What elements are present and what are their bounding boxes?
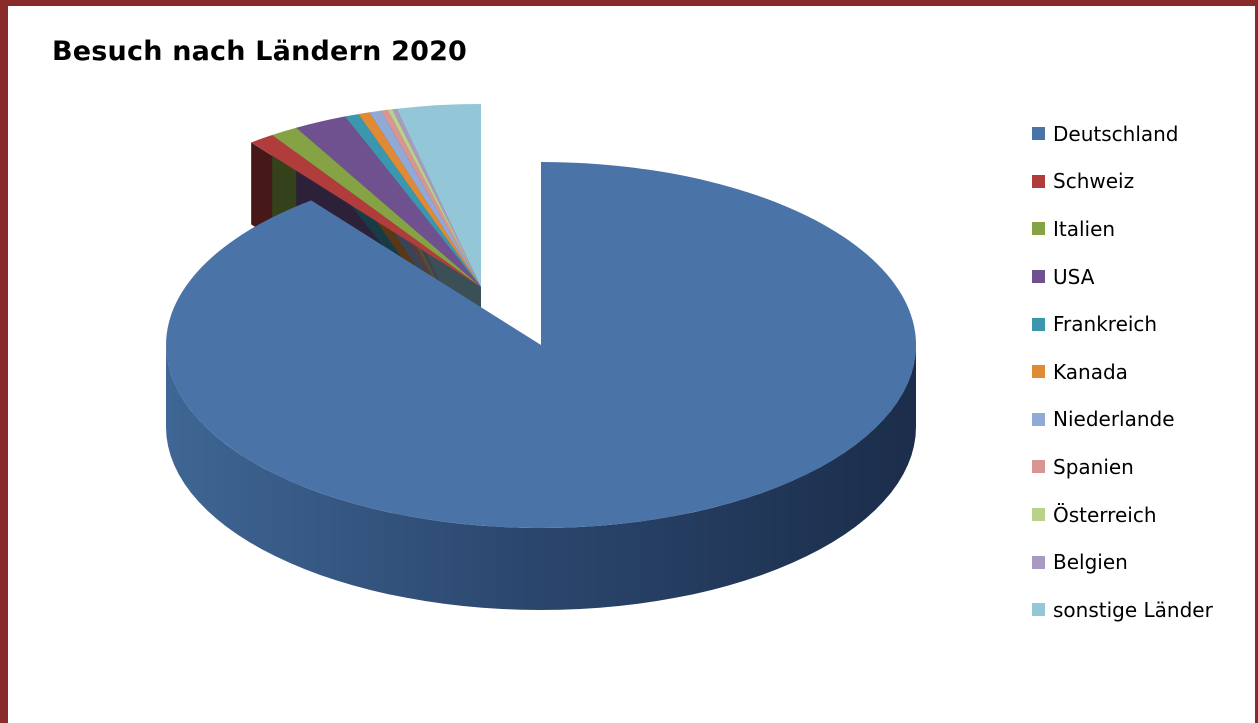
pie-slice-usa [296,116,481,288]
legend-label: Niederlande [1053,407,1175,432]
legend-swatch [1032,222,1045,236]
chart-title: Besuch nach Ländern 2020 [52,36,468,67]
legend-swatch [1032,174,1045,188]
legend-item-deutschland: Deutschland [1032,110,1252,158]
legend-item-frankreich: Frankreich [1032,300,1252,348]
pie-slice-kanada [358,112,481,287]
legend-item-usa: USA [1032,253,1252,301]
legend-item-niederlande: Niederlande [1032,396,1252,444]
pie-slice--sterreich [387,109,481,287]
pie-slice-niederlande [369,110,481,287]
legend-item--sterreich: Österreich [1032,491,1252,539]
pie-slice-sonstige-l-nder [396,104,481,287]
pie-slice-deutschland [166,162,917,528]
legend-swatch [1032,127,1045,141]
legend-label: Spanien [1053,454,1134,479]
legend-swatch [1032,555,1045,569]
legend-label: Kanada [1053,359,1128,384]
pie-slice-spanien [380,109,481,287]
legend-item-schweiz: Schweiz [1032,158,1252,206]
legend-swatch [1032,508,1045,522]
legend-label: Deutschland [1053,121,1179,146]
legend-swatch [1032,270,1045,284]
legend-swatch [1032,603,1045,617]
legend-label: Österreich [1053,502,1157,527]
pie-slice-schweiz [251,135,481,287]
legend-label: Frankreich [1053,312,1158,337]
legend-item-kanada: Kanada [1032,348,1252,396]
legend-item-italien: Italien [1032,205,1252,253]
pie-slice-side-deutschland [166,345,916,610]
legend-label: USA [1053,264,1095,289]
legend-item-spanien: Spanien [1032,443,1252,491]
legend-swatch [1032,317,1045,331]
legend-swatch [1032,412,1045,426]
pie-slice-frankreich [345,114,481,287]
pie-slice-italien [272,127,481,287]
chart-legend: Deutschland Schweiz Italien USA Frankreich Ka… [1032,110,1252,634]
legend-swatch [1032,365,1045,379]
legend-label: sonstige Länder [1053,597,1213,622]
legend-item-belgien: Belgien [1032,538,1252,586]
legend-label: Schweiz [1053,169,1135,194]
legend-label: Italien [1053,216,1116,241]
legend-label: Belgien [1053,550,1128,575]
pie-slice-belgien [392,108,481,287]
legend-item-sonstige-l-nder: sonstige Länder [1032,586,1252,634]
legend-swatch [1032,460,1045,474]
